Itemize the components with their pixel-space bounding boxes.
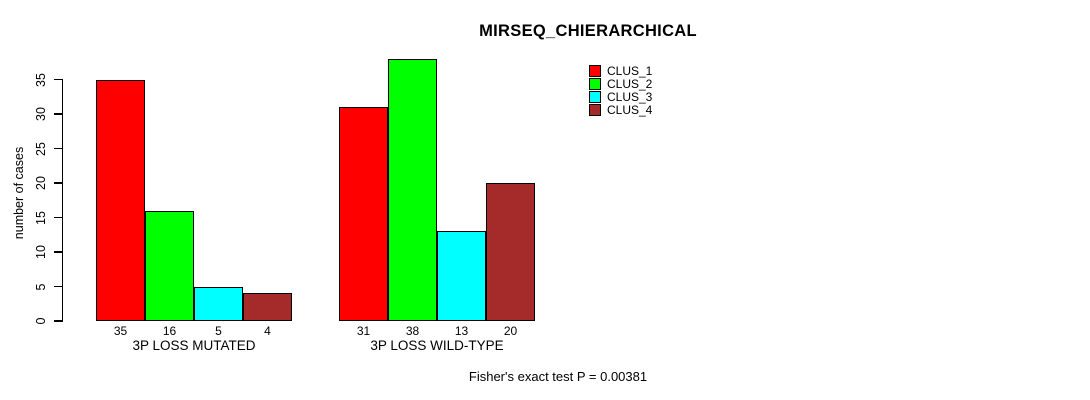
y-tick-label: 20 (34, 176, 48, 190)
y-tick-label: 35 (34, 72, 48, 87)
bar-value-label: 5 (215, 324, 222, 338)
bar-clus_2-2 (388, 58, 437, 321)
y-tick (53, 182, 62, 184)
y-tick (53, 285, 62, 288)
y-tick (53, 216, 62, 219)
chart-title: MIRSEQ_CHIERARCHICAL (479, 22, 697, 40)
y-tick (53, 147, 62, 150)
group-label: 3P LOSS WILD-TYPE (370, 338, 504, 353)
annotation-text: Fisher's exact test P = 0.00381 (468, 369, 648, 384)
bar-value-label: 16 (162, 324, 177, 338)
bar-value-label: 35 (113, 324, 128, 338)
y-tick-label: 15 (34, 210, 48, 225)
y-tick-label: 30 (34, 107, 48, 121)
bar-clus_3-2 (437, 231, 486, 321)
y-axis-line (61, 78, 63, 322)
bar-clus_1-1 (96, 79, 145, 321)
bar-value-label: 20 (503, 324, 518, 338)
y-tick (53, 113, 62, 115)
bar-value-label: 31 (356, 324, 371, 338)
bar-clus_1-2 (339, 107, 388, 321)
bar-clus_4-1 (243, 293, 292, 321)
bar-clus_2-1 (145, 210, 194, 321)
y-tick-label: 0 (34, 317, 48, 325)
y-tick (53, 320, 62, 322)
y-tick-label: 25 (34, 141, 48, 156)
y-tick (53, 251, 62, 253)
bar-value-label: 4 (264, 324, 271, 338)
bar-value-label: 13 (454, 324, 469, 338)
y-tick-label: 10 (34, 245, 48, 259)
y-tick-label: 5 (34, 283, 48, 290)
y-tick (53, 78, 62, 81)
group-label: 3P LOSS MUTATED (132, 338, 256, 353)
bar-value-label: 38 (405, 324, 420, 338)
bar-clus_4-2 (486, 183, 535, 321)
bar-clus_3-1 (194, 286, 243, 321)
